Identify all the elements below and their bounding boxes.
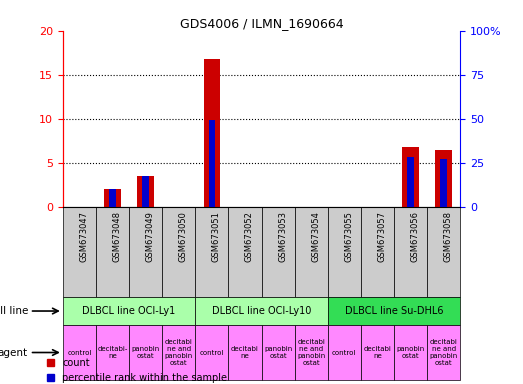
Text: GSM673056: GSM673056 bbox=[411, 211, 419, 262]
FancyBboxPatch shape bbox=[262, 325, 294, 380]
FancyBboxPatch shape bbox=[328, 297, 460, 325]
Bar bbox=[203, 59, 220, 207]
Text: panobin
ostat: panobin ostat bbox=[131, 346, 160, 359]
Text: GSM673055: GSM673055 bbox=[344, 211, 354, 262]
FancyBboxPatch shape bbox=[394, 207, 427, 297]
Legend: count, percentile rank within the sample: count, percentile rank within the sample bbox=[47, 358, 228, 383]
FancyBboxPatch shape bbox=[328, 325, 361, 380]
Text: GSM673058: GSM673058 bbox=[444, 211, 453, 262]
Text: control: control bbox=[200, 349, 224, 356]
Bar bbox=[109, 189, 116, 207]
Bar bbox=[104, 189, 121, 207]
Text: GSM673053: GSM673053 bbox=[278, 211, 287, 262]
Text: decitabi
ne: decitabi ne bbox=[231, 346, 259, 359]
Text: cell line: cell line bbox=[0, 306, 28, 316]
FancyBboxPatch shape bbox=[427, 207, 460, 297]
Text: GSM673050: GSM673050 bbox=[179, 211, 188, 262]
FancyBboxPatch shape bbox=[96, 325, 129, 380]
FancyBboxPatch shape bbox=[294, 325, 328, 380]
Bar bbox=[407, 157, 414, 207]
FancyBboxPatch shape bbox=[229, 207, 262, 297]
Text: GSM673051: GSM673051 bbox=[212, 211, 221, 262]
FancyBboxPatch shape bbox=[195, 297, 328, 325]
Text: decitabi
ne and
panobin
ostat: decitabi ne and panobin ostat bbox=[429, 339, 458, 366]
Text: panobin
ostat: panobin ostat bbox=[264, 346, 292, 359]
Bar bbox=[142, 176, 149, 207]
FancyBboxPatch shape bbox=[162, 207, 195, 297]
Bar bbox=[440, 159, 447, 207]
Bar bbox=[435, 149, 452, 207]
Text: DLBCL line OCI-Ly10: DLBCL line OCI-Ly10 bbox=[212, 306, 311, 316]
Title: GDS4006 / ILMN_1690664: GDS4006 / ILMN_1690664 bbox=[180, 17, 343, 30]
Bar bbox=[402, 147, 419, 207]
Text: DLBCL line Su-DHL6: DLBCL line Su-DHL6 bbox=[345, 306, 444, 316]
Text: control: control bbox=[67, 349, 92, 356]
FancyBboxPatch shape bbox=[129, 207, 162, 297]
FancyBboxPatch shape bbox=[195, 207, 229, 297]
Text: GSM673048: GSM673048 bbox=[112, 211, 121, 262]
FancyBboxPatch shape bbox=[328, 207, 361, 297]
FancyBboxPatch shape bbox=[63, 207, 96, 297]
Text: decitabi
ne and
panobin
ostat: decitabi ne and panobin ostat bbox=[165, 339, 193, 366]
Bar bbox=[137, 176, 154, 207]
FancyBboxPatch shape bbox=[63, 297, 195, 325]
Text: panobin
ostat: panobin ostat bbox=[396, 346, 425, 359]
FancyBboxPatch shape bbox=[394, 325, 427, 380]
Text: decitabi
ne: decitabi ne bbox=[363, 346, 391, 359]
Text: GSM673057: GSM673057 bbox=[378, 211, 386, 262]
FancyBboxPatch shape bbox=[427, 325, 460, 380]
FancyBboxPatch shape bbox=[162, 325, 195, 380]
Text: GSM673047: GSM673047 bbox=[79, 211, 88, 262]
FancyBboxPatch shape bbox=[229, 325, 262, 380]
FancyBboxPatch shape bbox=[195, 325, 229, 380]
FancyBboxPatch shape bbox=[294, 207, 328, 297]
Text: GSM673049: GSM673049 bbox=[145, 211, 155, 262]
Text: decitabi
ne and
panobin
ostat: decitabi ne and panobin ostat bbox=[297, 339, 325, 366]
Text: control: control bbox=[332, 349, 357, 356]
FancyBboxPatch shape bbox=[129, 325, 162, 380]
Text: GSM673054: GSM673054 bbox=[311, 211, 320, 262]
FancyBboxPatch shape bbox=[96, 207, 129, 297]
FancyBboxPatch shape bbox=[63, 325, 96, 380]
Text: DLBCL line OCI-Ly1: DLBCL line OCI-Ly1 bbox=[83, 306, 176, 316]
Text: agent: agent bbox=[0, 348, 28, 358]
FancyBboxPatch shape bbox=[262, 207, 294, 297]
Text: decitabi-
ne: decitabi- ne bbox=[97, 346, 128, 359]
Bar bbox=[209, 121, 215, 207]
FancyBboxPatch shape bbox=[361, 325, 394, 380]
Text: GSM673052: GSM673052 bbox=[245, 211, 254, 262]
FancyBboxPatch shape bbox=[361, 207, 394, 297]
